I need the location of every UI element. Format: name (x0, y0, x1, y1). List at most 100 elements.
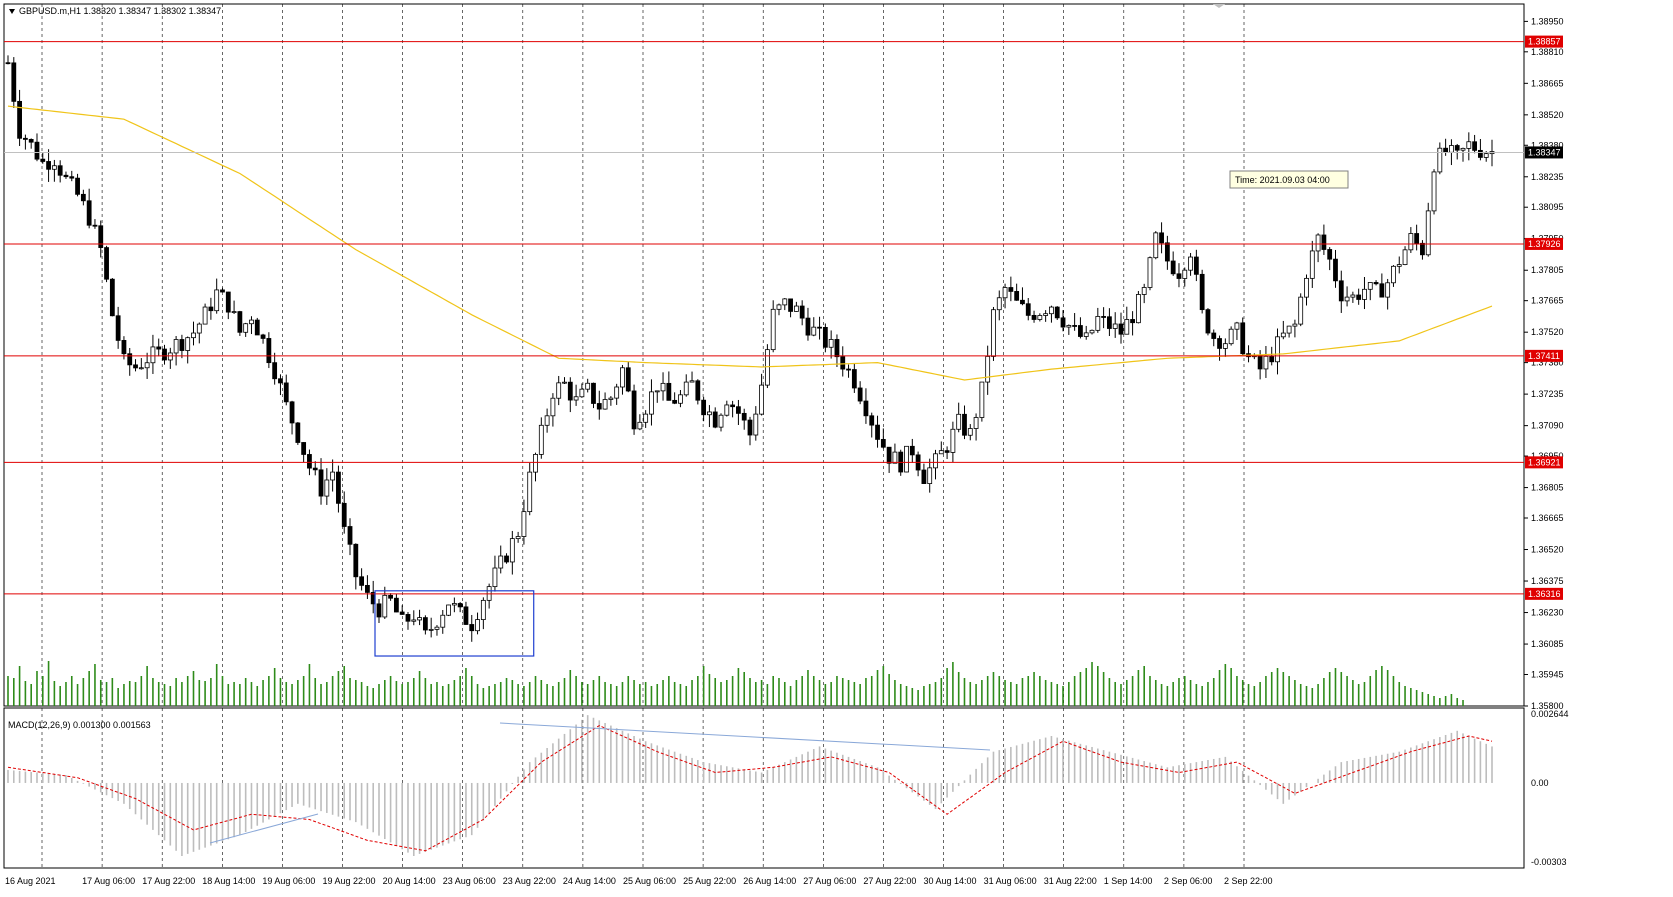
y-tick-label: 1.38665 (1531, 78, 1564, 88)
macd-tick-label: -0.00303 (1531, 857, 1567, 867)
candle-body (1402, 249, 1408, 265)
candle-body (457, 603, 463, 608)
candle-body (1420, 242, 1425, 256)
candlestick-series (5, 55, 1495, 642)
candle-body (753, 413, 759, 436)
candle-body (40, 158, 46, 162)
candle-body (1338, 280, 1344, 302)
candle-body (846, 368, 851, 371)
candle-body (307, 454, 312, 469)
candle-body (1170, 260, 1176, 275)
y-tick-label: 1.37665 (1531, 296, 1564, 306)
candle-body (637, 421, 643, 430)
candle-body (34, 141, 40, 160)
candle-body (336, 471, 341, 504)
candle-body (1309, 250, 1315, 279)
candle-body (365, 584, 370, 593)
candle-body (1472, 141, 1478, 151)
candle-body (973, 417, 979, 429)
x-tick-label: 23 Aug 22:00 (503, 876, 556, 886)
candle-body (1460, 147, 1466, 151)
candle-body (1112, 323, 1118, 329)
candle-body (689, 380, 695, 383)
candle-body (921, 469, 927, 484)
candle-body (962, 413, 967, 436)
candle-body (550, 397, 556, 417)
candle-body (1159, 232, 1164, 244)
candle-body (202, 306, 208, 325)
candle-body (196, 323, 202, 334)
y-tick-label: 1.38950 (1531, 16, 1564, 26)
macd-header: MACD(12,26,9) 0.001300 0.001563 (8, 720, 151, 730)
candle-body (544, 415, 550, 426)
candle-body (793, 305, 799, 312)
candle-body (162, 348, 167, 361)
collapse-triangle-icon[interactable] (9, 9, 15, 14)
candle-body (736, 406, 741, 414)
candle-body (498, 555, 504, 569)
x-tick-label: 16 Aug 2021 (5, 876, 56, 886)
candle-body (225, 291, 231, 313)
candle-body (1362, 288, 1367, 300)
candle-body (1350, 294, 1356, 298)
candle-body (138, 367, 144, 370)
y-tick-label: 1.38380 (1531, 140, 1564, 150)
candle-body (1298, 296, 1304, 325)
candle-body (1327, 249, 1333, 260)
candle-body (956, 413, 962, 430)
main-pane-frame (3, 3, 1525, 707)
candle-body (1130, 319, 1135, 324)
consolidation-box[interactable] (374, 590, 535, 657)
candle-body (150, 346, 156, 364)
candle-body (1182, 269, 1188, 279)
candle-body (330, 471, 336, 481)
candle-body (434, 626, 440, 630)
x-tick-label: 18 Aug 14:00 (202, 876, 255, 886)
candle-body (602, 399, 608, 410)
candle-body (422, 617, 428, 631)
level-tag (1525, 587, 1563, 600)
candle-body (1141, 287, 1147, 295)
candle-body (278, 378, 283, 384)
candle-body (1379, 283, 1385, 298)
candle-body (382, 594, 388, 618)
candle-body (863, 400, 869, 417)
y-tick-label: 1.37805 (1531, 265, 1564, 275)
candle-body (1431, 171, 1437, 212)
macd-pane-frame (3, 707, 1525, 869)
candle-body (451, 603, 457, 606)
macd-tick-label: 0.002644 (1531, 709, 1569, 719)
candle-body (1373, 282, 1379, 285)
candle-body (799, 305, 805, 319)
candle-body (811, 326, 817, 336)
candle-body (237, 311, 243, 333)
level-tag-label: 1.37926 (1528, 239, 1561, 249)
candle-body (289, 401, 295, 424)
x-tick-label: 2 Sep 06:00 (1164, 876, 1213, 886)
x-tick-label: 31 Aug 22:00 (1044, 876, 1097, 886)
candle-body (654, 390, 660, 393)
candle-body (649, 391, 654, 415)
candle-body (904, 445, 909, 473)
shift-marker-icon[interactable] (1213, 4, 1225, 8)
x-tick-label: 31 Aug 06:00 (984, 876, 1037, 886)
price-axis: 1.38950 1.38810 1.38665 1.38520 1.38380 1.382… (1524, 16, 1564, 711)
candle-body (1083, 332, 1089, 337)
candle-body (1153, 232, 1159, 259)
y-tick-label: 1.38235 (1531, 172, 1564, 182)
y-tick-label: 1.35800 (1531, 701, 1564, 711)
horizontal-levels[interactable] (4, 41, 1524, 595)
candle-body (121, 340, 127, 355)
level-tag (1525, 237, 1563, 250)
candle-body (562, 381, 567, 384)
candle-body (817, 326, 822, 329)
candle-body (1147, 257, 1153, 288)
candle-body (1124, 319, 1130, 335)
candle-body (875, 424, 880, 440)
x-tick-label: 19 Aug 22:00 (323, 876, 376, 886)
candle-body (1234, 322, 1240, 330)
x-tick-label: 17 Aug 06:00 (82, 876, 135, 886)
level-tag (1525, 456, 1563, 469)
candle-body (463, 606, 469, 625)
